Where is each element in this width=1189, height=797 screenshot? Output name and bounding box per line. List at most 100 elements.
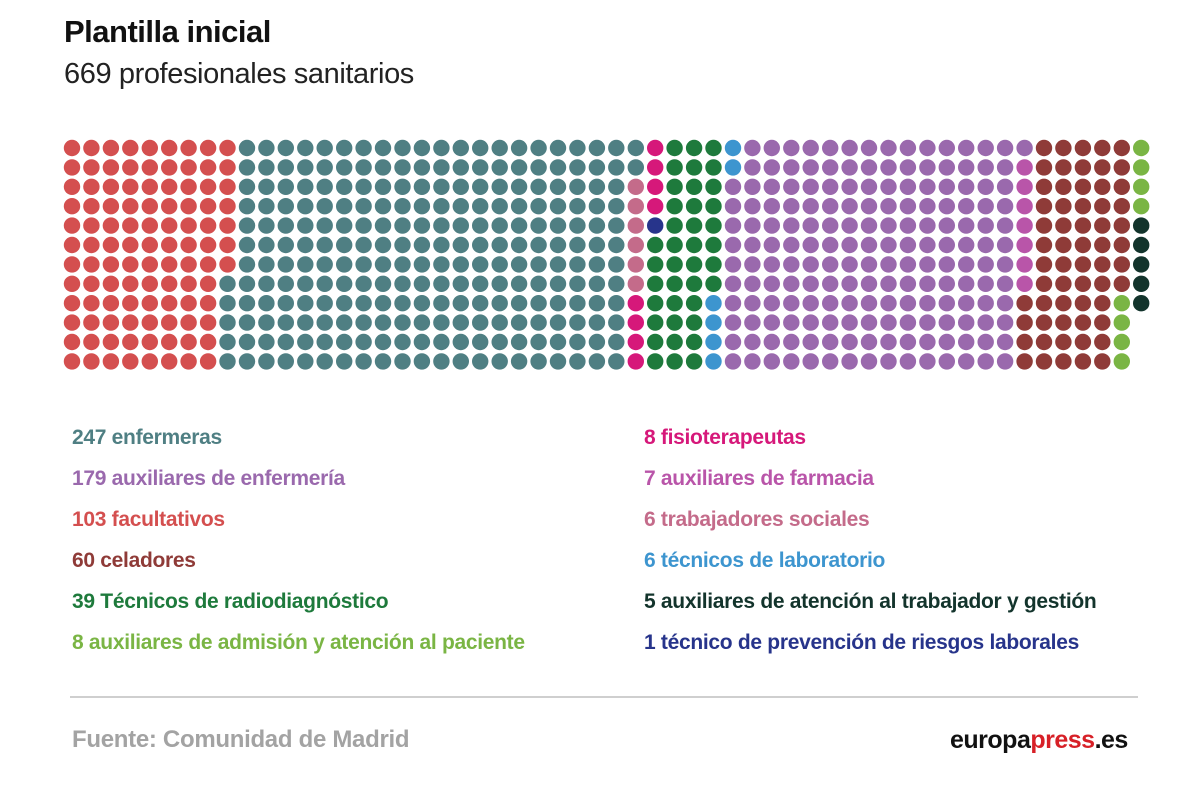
waffle-dot <box>899 353 917 370</box>
waffle-dot <box>491 198 508 215</box>
waffle-dot <box>1074 314 1092 331</box>
waffle-dot <box>1113 139 1131 157</box>
waffle-dot <box>316 314 333 331</box>
waffle-dot <box>569 275 586 292</box>
waffle-dot <box>452 236 469 254</box>
waffle-dot <box>841 139 858 157</box>
waffle-dot <box>919 256 936 273</box>
waffle-dot <box>608 198 625 215</box>
chart-title: Plantilla inicial <box>64 14 271 49</box>
waffle-dot <box>394 139 411 157</box>
brand-part3: .es <box>1094 726 1129 754</box>
waffle-dot <box>1035 333 1053 351</box>
waffle-dot <box>374 256 392 273</box>
waffle-dot <box>199 314 217 331</box>
waffle-dot <box>569 198 586 215</box>
waffle-dot <box>1074 333 1092 351</box>
waffle-dot <box>413 256 431 273</box>
brand-part2: press <box>1030 726 1095 754</box>
waffle-dot <box>258 314 275 331</box>
waffle-dot <box>1113 159 1131 176</box>
waffle-dot <box>880 139 897 157</box>
waffle-dot <box>608 333 625 351</box>
waffle-dot <box>510 333 528 351</box>
waffle-dot <box>763 353 780 370</box>
waffle-dot <box>938 139 955 157</box>
waffle-dot <box>1016 275 1033 292</box>
waffle-dot <box>1094 256 1111 273</box>
waffle-dot <box>880 159 897 176</box>
waffle-dot <box>608 178 625 195</box>
waffle-dot <box>199 256 217 273</box>
waffle-dot <box>977 333 994 351</box>
waffle-dot <box>452 139 469 157</box>
waffle-dot <box>1113 178 1131 195</box>
waffle-dot <box>744 198 761 215</box>
waffle-dot <box>452 314 469 331</box>
waffle-dot <box>316 139 333 157</box>
waffle-dot <box>161 353 178 370</box>
waffle-dot <box>1113 256 1131 273</box>
waffle-dot <box>83 333 100 351</box>
waffle-dot <box>899 236 917 254</box>
waffle-dot <box>102 314 120 331</box>
waffle-dot <box>277 236 294 254</box>
waffle-dot <box>763 314 780 331</box>
waffle-dot <box>919 139 936 157</box>
waffle-dot <box>297 275 314 292</box>
waffle-dot <box>549 217 567 234</box>
waffle-dot <box>433 333 450 351</box>
waffle-dot <box>102 353 120 370</box>
waffle-dot <box>355 353 372 370</box>
waffle-dot <box>433 256 450 273</box>
waffle-dot <box>452 295 469 312</box>
waffle-dot <box>860 333 878 351</box>
waffle-dot <box>705 295 722 312</box>
waffle-dot <box>608 295 625 312</box>
waffle-dot <box>316 295 333 312</box>
waffle-dot <box>705 333 722 351</box>
waffle-dot <box>491 159 508 176</box>
waffle-dot <box>374 275 392 292</box>
waffle-dot <box>141 314 158 331</box>
waffle-dot <box>783 139 800 157</box>
waffle-dot <box>1035 236 1053 254</box>
waffle-dot <box>141 217 158 234</box>
waffle-dot <box>627 236 644 254</box>
waffle-dot <box>83 314 100 331</box>
waffle-dot <box>413 217 431 234</box>
waffle-dot <box>763 236 780 254</box>
waffle-dot <box>510 236 528 254</box>
waffle-dot <box>588 333 606 351</box>
waffle-dot <box>316 217 333 234</box>
waffle-dot <box>860 178 878 195</box>
waffle-dot <box>802 159 819 176</box>
waffle-dot <box>996 256 1014 273</box>
waffle-dot <box>860 236 878 254</box>
waffle-dot <box>530 236 547 254</box>
waffle-dot <box>1113 353 1131 370</box>
waffle-dot <box>1113 333 1131 351</box>
waffle-dot <box>744 314 761 331</box>
waffle-dot <box>510 217 528 234</box>
legend-item: 103 facultativos <box>72 508 225 531</box>
legend-item: 7 auxiliares de farmacia <box>644 467 874 490</box>
waffle-dot <box>258 236 275 254</box>
waffle-dot <box>63 236 81 254</box>
waffle-dot <box>316 178 333 195</box>
waffle-dot <box>802 333 819 351</box>
waffle-dot <box>569 295 586 312</box>
waffle-dot <box>783 236 800 254</box>
waffle-dot <box>977 275 994 292</box>
waffle-dot <box>63 198 81 215</box>
waffle-dot <box>1094 159 1111 176</box>
waffle-dot <box>1016 217 1033 234</box>
waffle-dot <box>608 353 625 370</box>
waffle-dot <box>102 139 120 157</box>
waffle-dot <box>297 295 314 312</box>
waffle-dot <box>880 198 897 215</box>
waffle-dot <box>374 236 392 254</box>
waffle-dot <box>1016 295 1033 312</box>
waffle-dot <box>647 353 664 370</box>
waffle-dot <box>180 333 197 351</box>
